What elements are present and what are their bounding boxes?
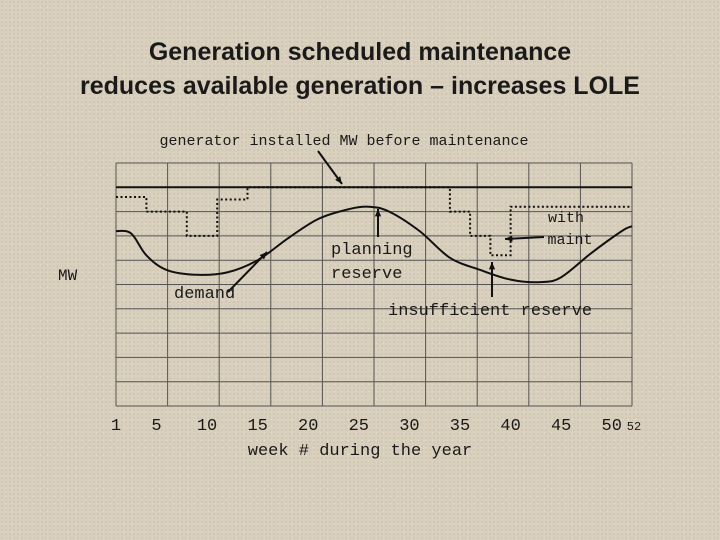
x-tick-label: 10	[197, 417, 217, 436]
arrow-demand	[227, 251, 268, 293]
annotation-with: with	[548, 210, 584, 227]
annotation-reserve: reserve	[331, 265, 402, 284]
annotation-installed-mw: generator installed MW before maintenanc…	[159, 133, 528, 150]
x-tick-label: 15	[247, 417, 267, 436]
x-tick-label: 25	[349, 417, 369, 436]
x-tick-label: 30	[399, 417, 419, 436]
x-tick-labels: 1 5 10 15 20 25 30 35 40 45 50 52	[111, 417, 641, 436]
x-tick-label: 5	[151, 417, 161, 436]
arrow-planning-reserve-head	[374, 209, 382, 217]
arrow-insufficient-reserve-head	[488, 262, 496, 270]
title-line-2: reduces available generation – increases…	[80, 72, 640, 100]
x-tick-label: 1	[111, 417, 121, 436]
chart-labels: MW week # during the year generator inst…	[58, 133, 593, 461]
x-tick-label: 45	[551, 417, 571, 436]
x-tick-label: 20	[298, 417, 318, 436]
title-line-1: Generation scheduled maintenance	[148, 38, 572, 66]
x-tick-label: 35	[450, 417, 470, 436]
arrow-demand-head	[259, 252, 267, 260]
x-tick-label: 50	[602, 417, 622, 436]
y-axis-label: MW	[58, 267, 78, 285]
x-axis-label: week # during the year	[248, 442, 472, 461]
series-line-1	[116, 186, 632, 257]
x-tick-label: 52	[627, 420, 641, 434]
annotation-demand: demand	[174, 285, 235, 304]
annotation-arrows	[227, 150, 545, 297]
annotation-insufficient-reserve: insufficient reserve	[388, 302, 592, 321]
series-line-2	[115, 205, 633, 284]
annotation-planning: planning	[331, 241, 413, 260]
arrow-installed-mw-head	[335, 176, 342, 184]
arrow-with-maint-head	[505, 235, 513, 242]
series-layer	[115, 186, 633, 284]
chart-grid	[115, 162, 633, 407]
x-tick-label: 40	[500, 417, 520, 436]
annotation-maint: maint	[547, 232, 592, 249]
